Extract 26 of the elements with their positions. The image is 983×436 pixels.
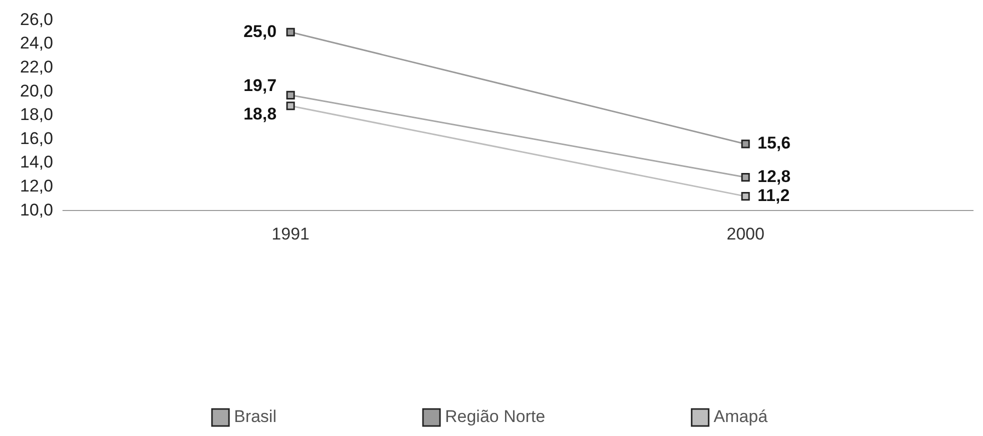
data-label: 11,2 bbox=[758, 186, 790, 206]
point bbox=[286, 28, 295, 36]
legend-label: Região Norte bbox=[444, 407, 546, 426]
y-tick-label: 22,0 bbox=[20, 57, 54, 76]
data-label: 25,0 bbox=[243, 22, 277, 41]
x-tick-label: 2000 bbox=[726, 224, 764, 244]
y-tick-label: 12,0 bbox=[20, 176, 54, 196]
y-tick-label: 18,0 bbox=[20, 105, 54, 124]
point bbox=[741, 172, 750, 182]
y-tick-label: 16,0 bbox=[20, 128, 54, 148]
y-tick-label: 20,0 bbox=[20, 81, 54, 100]
point bbox=[741, 140, 750, 148]
y-tick-label: 14,0 bbox=[20, 152, 54, 172]
point bbox=[286, 90, 295, 100]
point bbox=[286, 102, 295, 110]
legend-label: Amapá bbox=[714, 407, 768, 426]
data-label: 15,6 bbox=[758, 134, 791, 153]
y-tick-label: 10,0 bbox=[20, 200, 54, 220]
x-tick-label: 1991 bbox=[272, 224, 310, 244]
data-label: 18,8 bbox=[243, 104, 277, 124]
y-tick-label: 26,0 bbox=[20, 10, 54, 29]
data-label: 12,8 bbox=[758, 166, 791, 186]
data-label: 19,7 bbox=[243, 76, 277, 95]
y-tick-label: 24,0 bbox=[20, 34, 54, 53]
point bbox=[741, 192, 750, 201]
legend-label: Brasil bbox=[234, 407, 276, 426]
